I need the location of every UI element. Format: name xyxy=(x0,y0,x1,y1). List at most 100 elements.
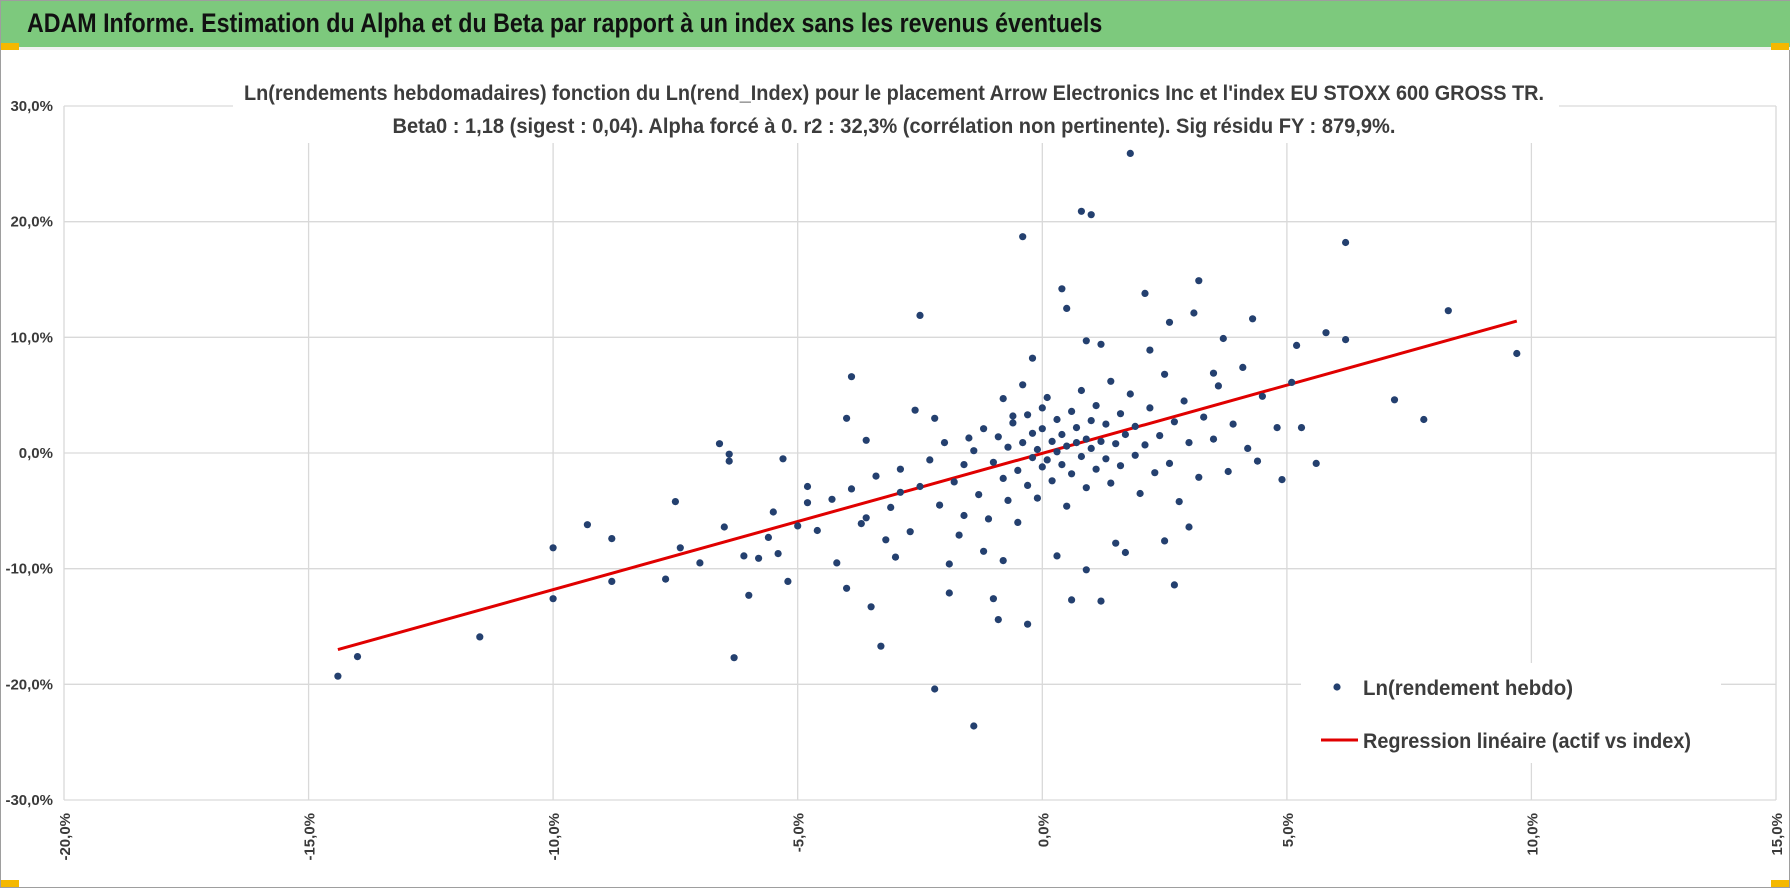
data-point xyxy=(1058,285,1066,293)
data-point xyxy=(1288,378,1296,386)
data-point xyxy=(1116,410,1125,418)
data-point xyxy=(608,577,616,586)
data-point xyxy=(549,595,557,603)
data-point xyxy=(1200,413,1208,421)
data-point xyxy=(1087,444,1095,452)
data-point xyxy=(1043,456,1051,464)
data-point xyxy=(862,436,870,444)
data-point xyxy=(696,559,704,567)
data-point xyxy=(1004,496,1012,504)
data-point xyxy=(730,654,738,662)
data-point xyxy=(1024,411,1032,419)
data-point xyxy=(1033,445,1041,454)
y-tick-label: 30,0% xyxy=(10,98,53,115)
data-point xyxy=(745,591,753,599)
data-point xyxy=(1077,452,1085,461)
data-point xyxy=(1165,459,1174,467)
data-point xyxy=(1293,341,1301,349)
legend-backdrop xyxy=(1301,663,1721,763)
data-point xyxy=(1004,443,1012,451)
data-point xyxy=(764,533,773,542)
data-point xyxy=(1513,349,1521,358)
data-point xyxy=(1126,390,1134,398)
data-point xyxy=(843,414,851,422)
data-point xyxy=(1224,467,1232,476)
x-tick-label: -15,0% xyxy=(302,813,319,861)
data-point xyxy=(1190,309,1198,317)
chart-title: Ln(rendements hebdomadaires) fonction du… xyxy=(244,82,1544,105)
data-point xyxy=(1092,465,1100,473)
data-point xyxy=(1253,457,1262,465)
data-point xyxy=(926,456,934,464)
data-point xyxy=(916,311,924,319)
y-tick-label: 0,0% xyxy=(19,445,53,462)
data-point xyxy=(965,434,973,442)
y-tick-label: -20,0% xyxy=(5,676,53,693)
data-point xyxy=(1420,415,1428,424)
data-point xyxy=(1170,581,1178,589)
data-point xyxy=(1024,620,1032,628)
data-point xyxy=(1077,207,1085,215)
data-point xyxy=(1161,537,1169,545)
y-tick-label: -10,0% xyxy=(5,561,53,578)
data-point xyxy=(1141,289,1149,297)
data-point xyxy=(1097,597,1105,605)
corner-marker-bottom-right xyxy=(1771,880,1789,887)
data-point xyxy=(867,603,875,611)
data-point xyxy=(1014,518,1022,527)
data-point xyxy=(1219,334,1227,343)
data-point xyxy=(980,547,988,555)
data-point xyxy=(1014,466,1022,474)
data-point xyxy=(936,501,944,509)
data-point xyxy=(720,523,728,531)
legend-label-line: Regression linéaire (actif vs index) xyxy=(1363,730,1691,753)
data-point xyxy=(1082,435,1090,443)
data-point xyxy=(1038,425,1046,433)
data-point xyxy=(1053,552,1061,560)
data-point xyxy=(1185,523,1193,531)
data-point xyxy=(1097,437,1105,445)
data-point xyxy=(882,536,890,544)
data-point xyxy=(833,559,841,567)
data-point xyxy=(960,511,968,520)
report-title: ADAM Informe. Estimation du Alpha et du … xyxy=(27,8,1103,38)
data-point xyxy=(828,495,836,503)
data-point xyxy=(803,482,812,491)
data-point xyxy=(940,439,949,447)
data-point xyxy=(1019,381,1027,389)
data-point xyxy=(975,491,983,499)
data-point xyxy=(1028,429,1037,437)
data-point xyxy=(994,616,1002,624)
data-point xyxy=(1121,430,1129,439)
data-point xyxy=(862,514,870,522)
x-tick-label: 0,0% xyxy=(1035,813,1052,847)
data-point xyxy=(1249,315,1257,323)
data-point xyxy=(891,553,900,561)
data-point xyxy=(1444,307,1452,315)
data-point xyxy=(999,395,1007,403)
data-point xyxy=(1136,489,1144,498)
data-point xyxy=(916,482,924,491)
data-point xyxy=(549,544,557,552)
data-point xyxy=(931,685,939,693)
data-point xyxy=(1058,461,1066,469)
data-point xyxy=(774,550,782,558)
data-point xyxy=(1028,454,1037,462)
data-point xyxy=(843,584,851,592)
data-point xyxy=(1175,498,1183,506)
data-point xyxy=(1185,439,1193,447)
data-point xyxy=(1273,424,1281,432)
data-point xyxy=(1063,502,1071,510)
data-point xyxy=(1297,424,1306,432)
y-tick-label: 10,0% xyxy=(10,329,53,346)
data-point xyxy=(1087,417,1095,425)
data-point xyxy=(1077,386,1085,395)
data-point xyxy=(1112,440,1120,448)
data-point xyxy=(877,642,885,650)
corner-marker-bottom-left xyxy=(1,880,19,887)
data-point xyxy=(911,406,919,414)
data-point xyxy=(945,589,953,597)
data-point xyxy=(984,515,993,523)
